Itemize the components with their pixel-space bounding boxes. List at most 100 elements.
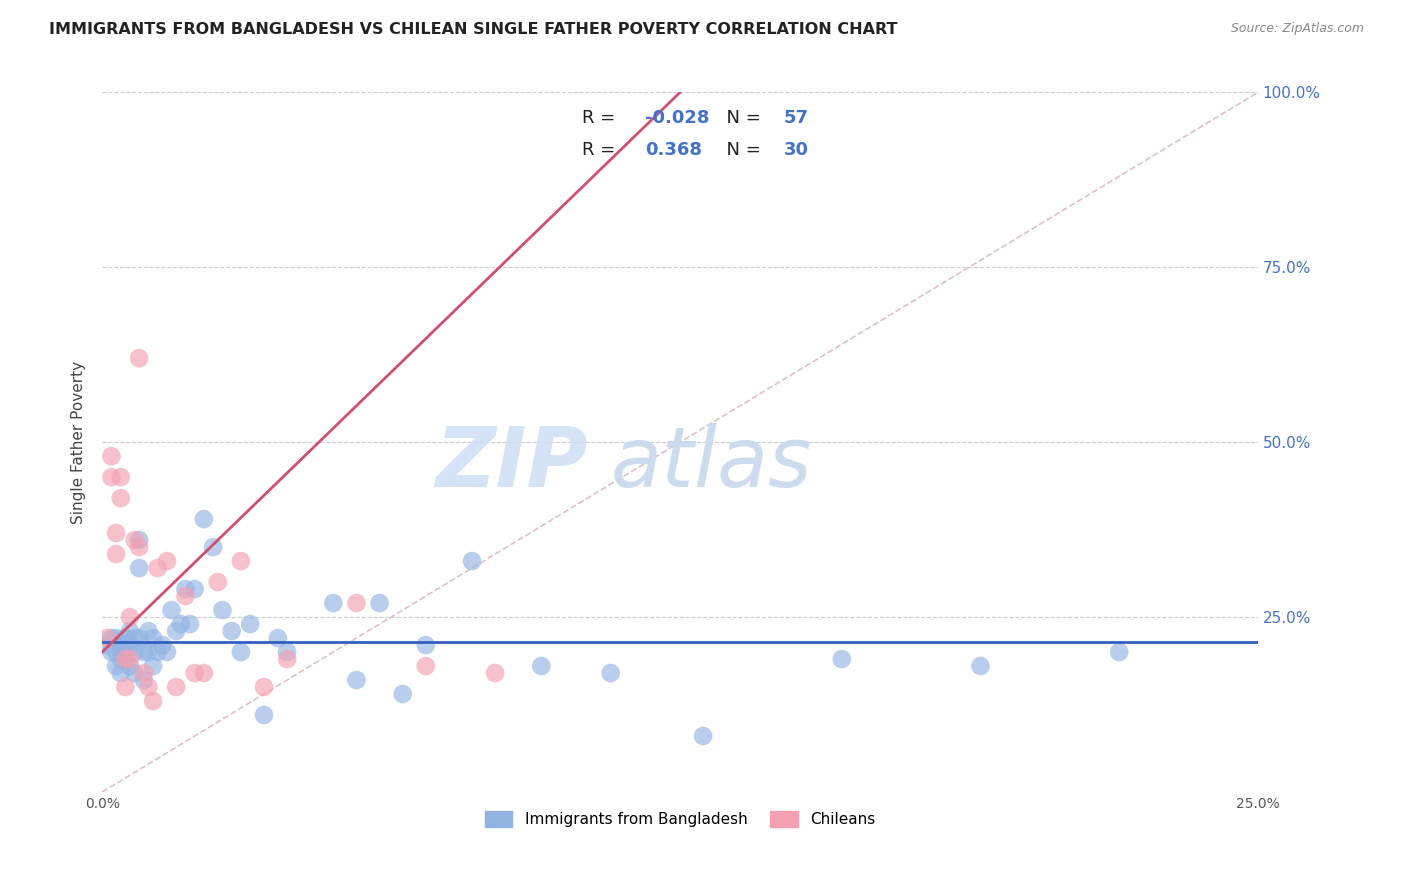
Text: 30: 30 bbox=[785, 141, 808, 159]
Point bbox=[124, 631, 146, 645]
Point bbox=[193, 666, 215, 681]
Point bbox=[100, 645, 122, 659]
Point bbox=[831, 652, 853, 666]
Point bbox=[124, 666, 146, 681]
Point bbox=[276, 645, 298, 659]
Text: N =: N = bbox=[714, 141, 766, 159]
Point bbox=[114, 680, 136, 694]
Point bbox=[267, 631, 290, 645]
Point bbox=[132, 673, 155, 687]
Point bbox=[692, 729, 714, 743]
Point bbox=[114, 631, 136, 645]
Point bbox=[105, 659, 128, 673]
Point bbox=[118, 610, 141, 624]
Point bbox=[276, 652, 298, 666]
Point bbox=[114, 638, 136, 652]
Point bbox=[461, 554, 484, 568]
Point bbox=[174, 582, 197, 596]
Text: -0.028: -0.028 bbox=[645, 109, 710, 128]
Point bbox=[118, 652, 141, 666]
Point bbox=[105, 526, 128, 541]
Point bbox=[96, 638, 118, 652]
Point bbox=[146, 645, 169, 659]
Point bbox=[142, 694, 165, 708]
Point bbox=[128, 540, 150, 554]
Text: R =: R = bbox=[582, 141, 621, 159]
Point bbox=[142, 631, 165, 645]
Point bbox=[128, 631, 150, 645]
Point bbox=[211, 603, 233, 617]
Point bbox=[110, 652, 132, 666]
Legend: Immigrants from Bangladesh, Chileans: Immigrants from Bangladesh, Chileans bbox=[478, 805, 882, 833]
Point bbox=[124, 533, 146, 547]
Point bbox=[156, 554, 179, 568]
Point bbox=[105, 631, 128, 645]
Point bbox=[391, 687, 413, 701]
Point bbox=[368, 596, 391, 610]
Y-axis label: Single Father Poverty: Single Father Poverty bbox=[72, 360, 86, 524]
Text: N =: N = bbox=[714, 109, 766, 128]
Point bbox=[346, 596, 368, 610]
Point bbox=[239, 617, 262, 632]
Point bbox=[484, 666, 506, 681]
Text: IMMIGRANTS FROM BANGLADESH VS CHILEAN SINGLE FATHER POVERTY CORRELATION CHART: IMMIGRANTS FROM BANGLADESH VS CHILEAN SI… bbox=[49, 22, 897, 37]
Point bbox=[114, 652, 136, 666]
Point bbox=[170, 617, 193, 632]
Text: Source: ZipAtlas.com: Source: ZipAtlas.com bbox=[1230, 22, 1364, 36]
Point bbox=[118, 638, 141, 652]
Point bbox=[110, 666, 132, 681]
Point bbox=[415, 659, 437, 673]
Point bbox=[96, 631, 118, 645]
Point bbox=[100, 470, 122, 484]
Point bbox=[118, 659, 141, 673]
Point bbox=[221, 624, 243, 638]
Point bbox=[253, 708, 276, 723]
Point bbox=[179, 617, 201, 632]
Point bbox=[160, 603, 183, 617]
Point bbox=[183, 666, 205, 681]
Point bbox=[229, 554, 252, 568]
Point bbox=[969, 659, 991, 673]
Point bbox=[128, 351, 150, 366]
Point bbox=[599, 666, 621, 681]
Point bbox=[100, 449, 122, 463]
Point bbox=[322, 596, 344, 610]
Point bbox=[138, 624, 160, 638]
Point bbox=[132, 666, 155, 681]
Text: ZIP: ZIP bbox=[434, 423, 588, 504]
Point bbox=[118, 624, 141, 638]
Point bbox=[146, 561, 169, 575]
Point bbox=[346, 673, 368, 687]
Point bbox=[183, 582, 205, 596]
Point bbox=[174, 589, 197, 603]
Point bbox=[114, 652, 136, 666]
Point bbox=[105, 645, 128, 659]
Text: atlas: atlas bbox=[610, 423, 813, 504]
Point bbox=[110, 470, 132, 484]
Point bbox=[128, 561, 150, 575]
Point bbox=[105, 547, 128, 561]
Point bbox=[415, 638, 437, 652]
Point bbox=[229, 645, 252, 659]
Point bbox=[202, 540, 225, 554]
Point bbox=[110, 491, 132, 505]
Point bbox=[253, 680, 276, 694]
Point bbox=[110, 638, 132, 652]
Point bbox=[150, 638, 173, 652]
Point bbox=[128, 533, 150, 547]
Point bbox=[207, 575, 229, 590]
Point bbox=[165, 624, 187, 638]
Text: R =: R = bbox=[582, 109, 621, 128]
Text: 0.368: 0.368 bbox=[645, 141, 703, 159]
Point bbox=[100, 631, 122, 645]
Point bbox=[138, 680, 160, 694]
Point bbox=[156, 645, 179, 659]
Point bbox=[165, 680, 187, 694]
Point bbox=[138, 645, 160, 659]
Point bbox=[142, 659, 165, 673]
Point bbox=[530, 659, 553, 673]
Point bbox=[1108, 645, 1130, 659]
Point bbox=[132, 645, 155, 659]
Text: 57: 57 bbox=[785, 109, 808, 128]
Point bbox=[124, 645, 146, 659]
